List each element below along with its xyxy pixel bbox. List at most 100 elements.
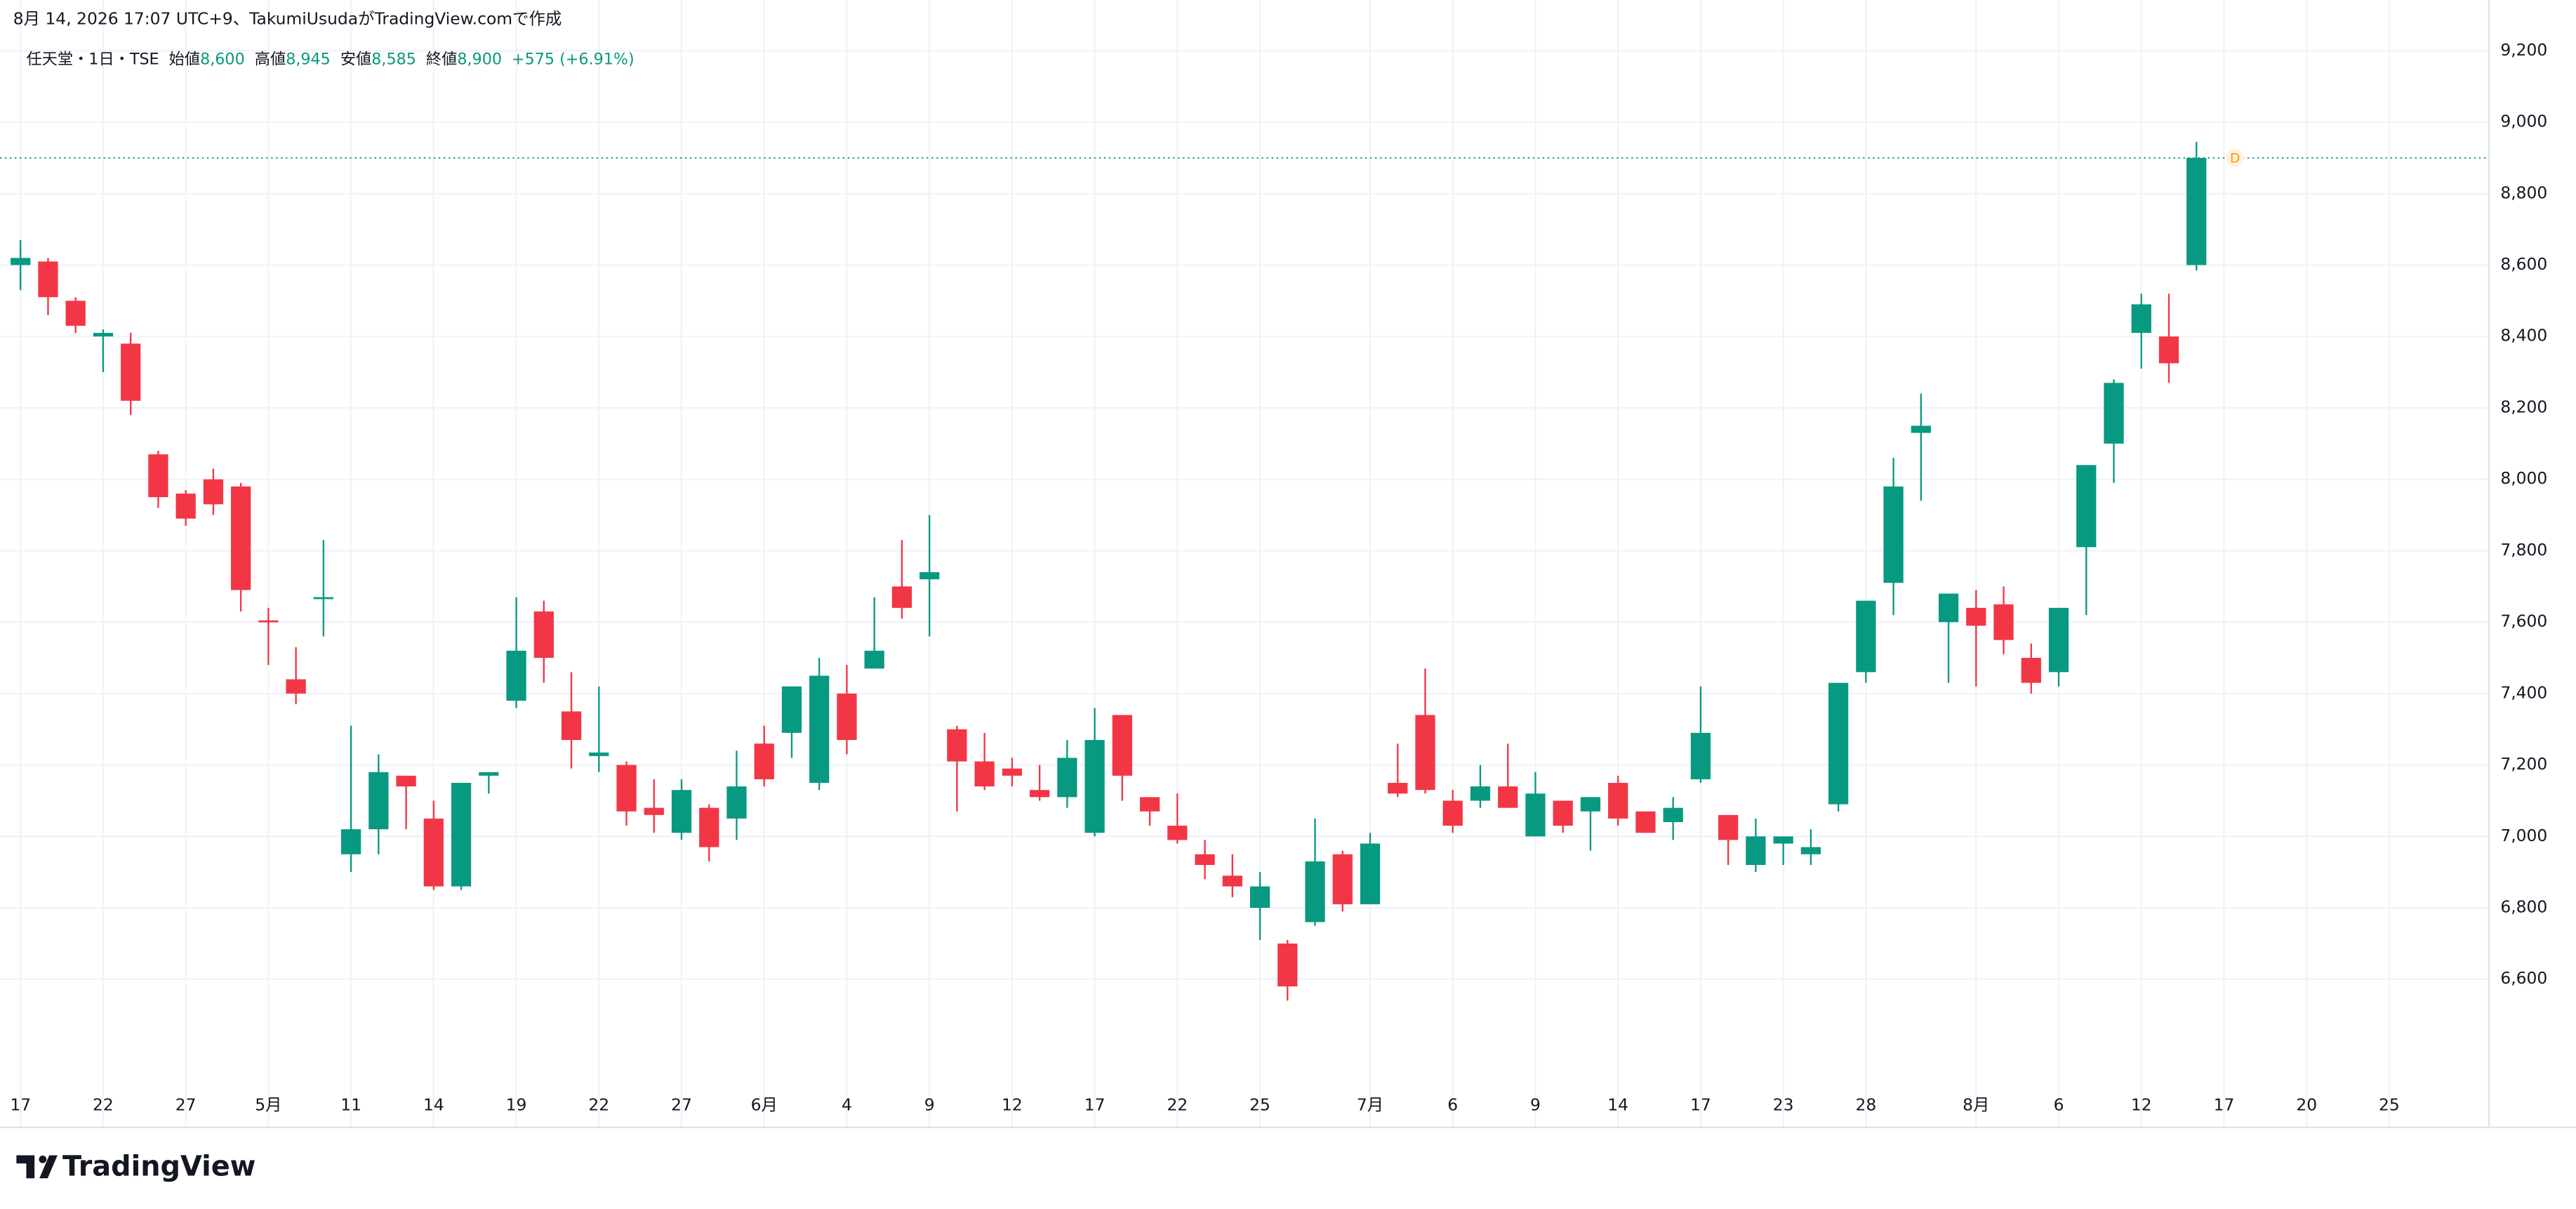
x-tick-label: 11: [340, 1095, 361, 1115]
candle-body: [1112, 715, 1132, 776]
x-tick-label: 17: [1690, 1095, 1711, 1115]
candle-body: [286, 679, 306, 694]
candle-body: [837, 693, 857, 740]
y-tick-label: 6,800: [2500, 897, 2547, 917]
candle-body: [258, 620, 279, 623]
x-tick-label: 27: [671, 1095, 692, 1115]
candle-body: [1553, 800, 1573, 826]
legend-label: 安値: [340, 50, 371, 68]
x-tick-label: 25: [1249, 1095, 1270, 1115]
candle-body: [533, 611, 554, 659]
candle-body: [1608, 783, 1628, 819]
candle-body: [754, 744, 774, 779]
candle-body: [1084, 739, 1105, 833]
x-tick-label: 7月: [1357, 1095, 1383, 1115]
legend-value: 8,600: [200, 50, 245, 68]
x-tick-label: 27: [175, 1095, 197, 1115]
candle-body: [396, 775, 416, 787]
candle-body: [451, 783, 472, 887]
logo: TradingView: [16, 1151, 255, 1183]
candle-body: [2131, 304, 2151, 333]
x-tick-label: 20: [2296, 1095, 2317, 1115]
candle-body: [947, 729, 967, 762]
legend-value: 8,585: [371, 50, 416, 68]
x-tick-label: 17: [10, 1095, 31, 1115]
candle-body: [11, 258, 31, 265]
x-tick-label: 22: [1167, 1095, 1188, 1115]
candle-body: [726, 786, 747, 819]
candle-body: [809, 675, 830, 784]
candle-body: [1002, 768, 1023, 776]
y-tick-label: 6,600: [2500, 968, 2547, 988]
candle-body: [699, 807, 719, 847]
candle-body: [1057, 758, 1077, 798]
marker-circle: [2226, 149, 2245, 167]
x-tick-label: 6: [2054, 1095, 2064, 1115]
legend-symbol: 任天堂・1日・TSE: [26, 50, 159, 68]
x-tick-label: 9: [1530, 1095, 1541, 1115]
x-tick-label: 17: [1084, 1095, 1106, 1115]
y-tick-label: 9,200: [2500, 40, 2547, 60]
candle-body: [2186, 157, 2207, 265]
x-tick-label: 22: [93, 1095, 114, 1115]
legend-label: 終値: [426, 50, 457, 68]
candle-body: [1966, 607, 1986, 626]
candle-body: [1911, 425, 1931, 433]
candle-body: [1195, 854, 1215, 865]
candle-body: [864, 650, 884, 669]
candle-body: [616, 765, 637, 812]
candle-body: [148, 454, 168, 498]
candle-body: [1525, 793, 1546, 837]
candle-body: [93, 333, 114, 337]
y-tick-label: 8,200: [2500, 397, 2547, 416]
x-tick-label: 14: [1607, 1095, 1628, 1115]
candle-body: [1800, 847, 1821, 854]
candle-body: [1029, 790, 1050, 798]
candle-body: [121, 343, 141, 401]
candle-body: [423, 818, 444, 887]
x-tick-label: 14: [423, 1095, 444, 1115]
candle-body: [974, 761, 995, 787]
y-tick-label: 7,000: [2500, 826, 2547, 845]
candle-body: [1856, 600, 1876, 673]
candle-body: [1828, 682, 1849, 805]
grid: [0, 0, 2489, 1128]
candle-body: [1938, 593, 1959, 623]
candle-body: [2104, 383, 2124, 444]
candle-body: [1498, 786, 1518, 808]
x-tick-label: 6: [1447, 1095, 1458, 1115]
candle-body: [1690, 732, 1711, 779]
candle-body: [369, 772, 389, 830]
logo-mark: [16, 1155, 58, 1179]
candle-body: [1746, 836, 1766, 865]
y-tick-label: 8,800: [2500, 183, 2547, 202]
x-tick-label: 23: [1773, 1095, 1794, 1115]
y-tick-label: 7,200: [2500, 754, 2547, 774]
candle-body: [1773, 836, 1793, 844]
legend-value: 8,900: [457, 50, 502, 68]
candle-body: [589, 752, 609, 756]
x-tick-label: 4: [842, 1095, 852, 1115]
candle-body: [1663, 807, 1683, 822]
candle-body: [891, 586, 912, 608]
candle-body: [2158, 336, 2179, 364]
candle-body: [1388, 783, 1408, 794]
candle-body: [1993, 604, 2014, 640]
candle-body: [1470, 786, 1491, 801]
candle-body: [340, 829, 361, 854]
candle-body: [175, 494, 196, 519]
y-tick-label: 9,000: [2500, 112, 2547, 131]
candle-body: [561, 711, 582, 740]
candle-body: [1415, 715, 1435, 791]
x-tick-label: 6月: [751, 1095, 778, 1115]
candle-body: [1332, 854, 1353, 904]
x-tick-label: 25: [2379, 1095, 2400, 1115]
legend-value: 8,945: [286, 50, 331, 68]
candle-body: [644, 807, 664, 815]
candle-body: [479, 772, 499, 776]
y-tick-label: 8,400: [2500, 326, 2547, 345]
candle-body: [1167, 826, 1188, 840]
candle-body: [1277, 943, 1298, 986]
candles: D: [0, 142, 2489, 1001]
